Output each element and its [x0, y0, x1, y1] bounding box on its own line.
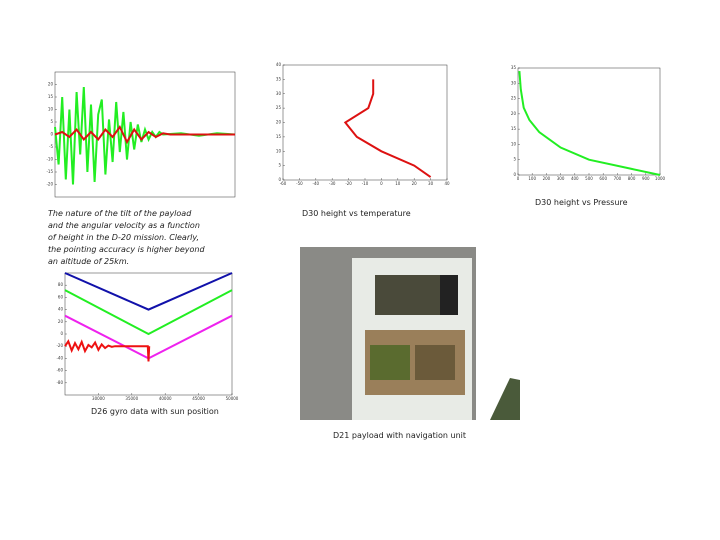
y-tick-label: 0	[513, 172, 516, 177]
x-tick-label: -20	[345, 181, 352, 186]
x-tick-label: 700	[614, 176, 622, 181]
data-line	[64, 272, 233, 311]
y-tick-label: 35	[511, 65, 517, 70]
x-tick-label: 0	[380, 181, 383, 186]
y-tick-label: 15	[276, 134, 282, 139]
y-tick-label: -10	[46, 157, 53, 162]
x-tick-label: -40	[313, 181, 320, 186]
x-tick-label: 400	[571, 176, 579, 181]
payload-photo	[300, 247, 520, 420]
x-tick-label: 10	[395, 181, 401, 186]
plot-frame	[282, 64, 448, 181]
y-tick-label: 25	[511, 96, 517, 101]
y-tick-label: 0	[50, 132, 53, 137]
data-line	[64, 289, 233, 336]
y-tick-label: -5	[49, 144, 53, 149]
x-tick-label: 0	[517, 176, 520, 181]
y-tick-label: 60	[58, 294, 64, 299]
y-tick-label: 20	[276, 120, 282, 125]
y-tick-label: 0	[278, 177, 281, 182]
x-tick-label: 50000	[226, 396, 239, 401]
x-tick-label: 800	[628, 176, 636, 181]
data-line	[64, 339, 151, 362]
y-tick-label: 25	[276, 105, 282, 110]
x-tick-label: 500	[585, 176, 593, 181]
x-tick-label: -60	[280, 181, 287, 186]
y-tick-label: 15	[511, 126, 517, 131]
y-tick-label: -40	[56, 355, 63, 360]
x-tick-label: 20	[412, 181, 418, 186]
y-tick-label: 10	[511, 141, 517, 146]
y-tick-label: 80	[58, 282, 64, 287]
x-tick-label: 200	[543, 176, 551, 181]
x-tick-label: 40	[444, 181, 450, 186]
x-tick-label: 35000	[125, 396, 138, 401]
y-tick-label: 30	[276, 91, 282, 96]
y-tick-label: 30	[511, 80, 517, 85]
y-tick-label: 0	[60, 331, 63, 336]
y-tick-label: 5	[278, 163, 281, 168]
caption: D30 height vs Pressure	[535, 198, 628, 207]
caption: D26 gyro data with sun position	[91, 407, 219, 416]
y-tick-label: 40	[276, 62, 282, 67]
y-tick-label: 15	[48, 94, 54, 99]
x-tick-label: 30	[428, 181, 434, 186]
y-tick-label: -20	[46, 182, 53, 187]
caption: D21 payload with navigation unit	[333, 431, 467, 440]
x-tick-label: -10	[362, 181, 369, 186]
y-tick-label: 10	[276, 148, 282, 153]
y-tick-label: 40	[58, 307, 64, 312]
y-tick-label: 5	[513, 157, 516, 162]
data-line	[518, 71, 661, 176]
data-line	[54, 125, 235, 145]
x-tick-label: 300	[557, 176, 565, 181]
caption: The nature of the tilt of the payload an…	[48, 209, 205, 266]
y-tick-label: 5	[50, 119, 53, 124]
x-tick-label: 900	[642, 176, 650, 181]
y-tick-label: -80	[56, 380, 63, 385]
y-tick-label: -20	[56, 343, 63, 348]
y-tick-label: 20	[48, 82, 54, 87]
y-tick-label: -15	[46, 169, 53, 174]
x-tick-label: 40000	[159, 396, 172, 401]
y-tick-label: 10	[48, 107, 54, 112]
y-tick-label: 20	[511, 111, 517, 116]
y-tick-label: 35	[276, 76, 282, 81]
data-line	[343, 79, 432, 178]
x-tick-label: 45000	[192, 396, 205, 401]
x-tick-label: -30	[329, 181, 336, 186]
x-tick-label: 600	[599, 176, 607, 181]
y-tick-label: 20	[58, 319, 64, 324]
x-tick-label: 1000	[655, 176, 666, 181]
x-tick-label: 30000	[92, 396, 105, 401]
y-tick-label: -60	[56, 368, 63, 373]
x-tick-label: -50	[296, 181, 303, 186]
x-tick-label: 100	[528, 176, 536, 181]
caption: D30 height vs temperature	[302, 209, 411, 218]
